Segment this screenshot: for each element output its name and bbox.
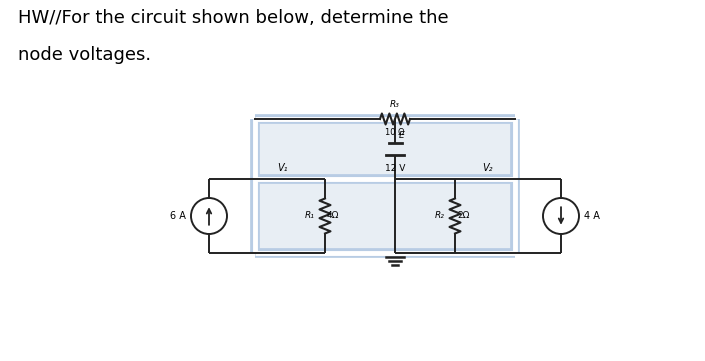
- Text: V₁: V₁: [277, 163, 288, 173]
- Text: 4 A: 4 A: [584, 211, 600, 221]
- Text: 12 V: 12 V: [385, 164, 405, 173]
- Text: V₂: V₂: [482, 163, 493, 173]
- Text: R₂: R₂: [435, 212, 445, 221]
- Text: 10 Ω: 10 Ω: [385, 128, 405, 137]
- Bar: [255, 119, 515, 253]
- Circle shape: [543, 198, 579, 234]
- Text: 6 A: 6 A: [170, 211, 186, 221]
- Text: E: E: [399, 131, 405, 140]
- Text: 2Ω: 2Ω: [457, 212, 470, 221]
- Text: HW//For the circuit shown below, determine the: HW//For the circuit shown below, determi…: [18, 9, 448, 27]
- Text: 4Ω: 4Ω: [327, 212, 339, 221]
- Text: R₃: R₃: [390, 100, 400, 109]
- Text: R₁: R₁: [305, 212, 315, 221]
- Circle shape: [191, 198, 227, 234]
- Text: node voltages.: node voltages.: [18, 46, 151, 64]
